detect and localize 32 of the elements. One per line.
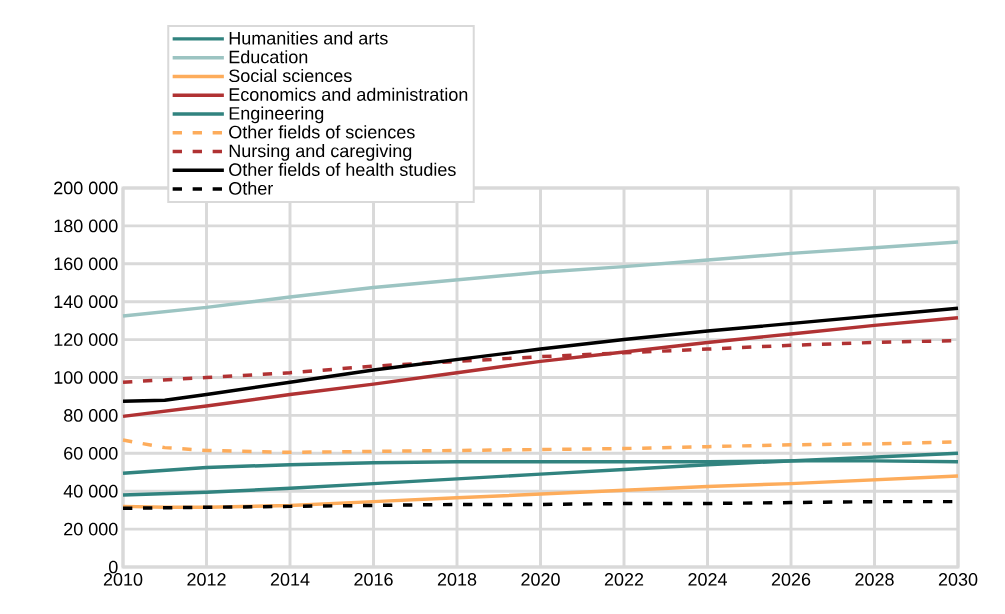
legend-label: Education: [229, 50, 308, 64]
legend-label: Nursing and caregiving: [229, 144, 412, 161]
x-tick-label: 2016: [354, 573, 393, 586]
legend-label: Other fields of sciences: [229, 125, 415, 139]
y-tick-label: 120 000: [54, 333, 118, 346]
x-tick-label: 2010: [103, 573, 143, 586]
legend-label: Other fields of health studies: [229, 162, 456, 176]
y-tick-label: 140 000: [54, 295, 118, 309]
y-tick-label: 20 000: [64, 522, 118, 536]
x-tick-label: 2022: [604, 573, 644, 586]
y-tick-label: 60 000: [64, 446, 118, 460]
legend-label: Humanities and arts: [229, 31, 388, 45]
y-tick-label: 80 000: [64, 409, 118, 422]
line-series: [121, 316, 960, 419]
x-tick-label: 2014: [270, 573, 310, 586]
y-tick-label: 100 000: [54, 371, 118, 384]
y-tick-label: 180 000: [54, 219, 118, 233]
x-tick-label: 2026: [771, 573, 811, 586]
y-tick-label: 0: [108, 560, 118, 574]
x-tick-label: 2028: [855, 573, 894, 586]
legend-label: Engineering: [229, 106, 324, 124]
legend-label: Other: [229, 181, 273, 195]
x-tick-label: 2012: [187, 573, 226, 586]
x-tick-label: 2020: [521, 573, 560, 586]
x-tick-label: 2030: [938, 573, 978, 586]
legend-label: Social sciences: [229, 68, 352, 83]
y-tick-label: 160 000: [54, 257, 118, 271]
x-tick-label: 2018: [437, 573, 477, 586]
legend-label: Economics and administration: [229, 87, 468, 101]
y-tick-label: 40 000: [63, 484, 118, 498]
x-tick-label: 2024: [688, 573, 727, 586]
y-tick-label: 200 000: [54, 181, 118, 195]
